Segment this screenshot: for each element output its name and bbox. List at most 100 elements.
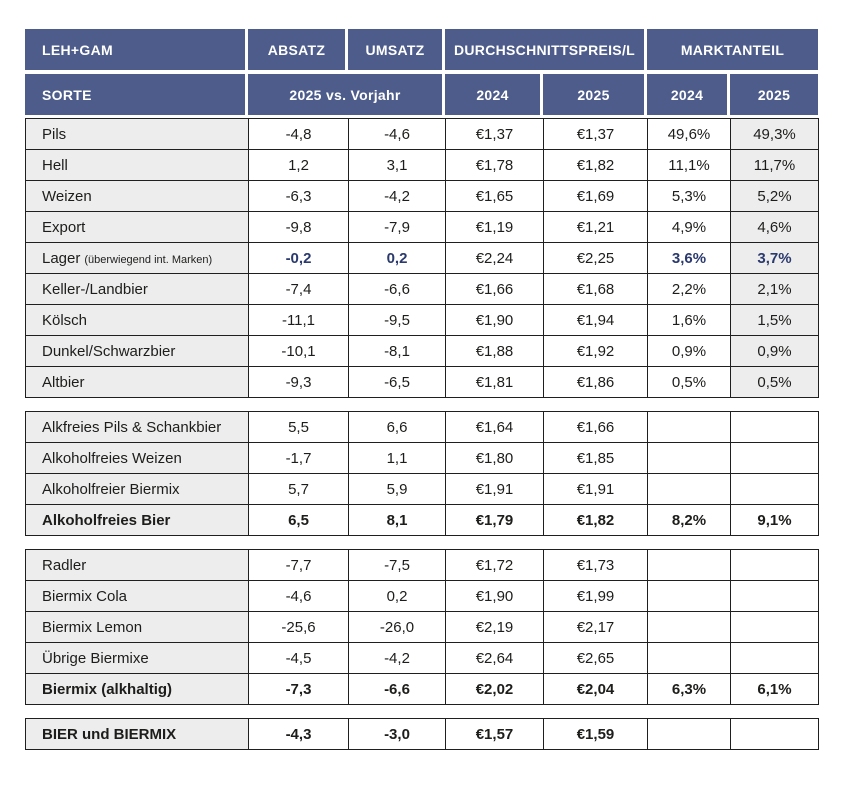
sorte-label: Alkoholfreies Bier (42, 511, 171, 529)
cell-marktanteil-2025 (730, 473, 819, 505)
cell-absatz: -10,1 (248, 335, 349, 367)
cell-preis-2025: €1,99 (543, 580, 648, 612)
header-row-2: SORTE 2025 vs. Vorjahr 2024 2025 2024 20… (25, 74, 818, 115)
table-row: Lager (überwiegend int. Marken) -0,2 0,2 €2,… (25, 242, 819, 274)
sorte-label: Kölsch (42, 311, 88, 329)
cell-marktanteil-2024: 1,6% (647, 304, 731, 336)
cell-sorte: Export (25, 211, 249, 243)
cell-marktanteil-2024: 3,6% (647, 242, 731, 274)
cell-preis-2024: €1,57 (445, 718, 544, 750)
cell-umsatz: 1,1 (348, 442, 446, 474)
cell-sorte: Alkfreies Pils & Schankbier (25, 411, 249, 443)
cell-marktanteil-2025: 1,5% (730, 304, 819, 336)
sorte-label: Weizen (42, 187, 92, 205)
data-group: Pils -4,8 -4,6 €1,37 €1,37 49,6% 49,3% Hell 1,2 3… (25, 118, 819, 398)
cell-sorte: Lager (überwiegend int. Marken) (25, 242, 249, 274)
cell-marktanteil-2025 (730, 718, 819, 750)
cell-absatz: 6,5 (248, 504, 349, 536)
cell-preis-2024: €1,79 (445, 504, 544, 536)
cell-preis-2025: €1,94 (543, 304, 648, 336)
cell-marktanteil-2025 (730, 642, 819, 674)
cell-absatz: -11,1 (248, 304, 349, 336)
cell-preis-2025: €1,66 (543, 411, 648, 443)
table-row: Export -9,8 -7,9 €1,19 €1,21 4,9% 4,6% (25, 211, 819, 243)
cell-preis-2024: €1,91 (445, 473, 544, 505)
cell-sorte: Weizen (25, 180, 249, 212)
sorte-label: Export (42, 218, 86, 236)
cell-marktanteil-2024 (647, 611, 731, 643)
sorte-label: Übrige Biermixe (42, 649, 149, 667)
cell-preis-2024: €1,19 (445, 211, 544, 243)
cell-umsatz: -7,5 (348, 549, 446, 581)
cell-sorte: Keller-/Landbier (25, 273, 249, 305)
cell-umsatz: 6,6 (348, 411, 446, 443)
cell-sorte: Pils (25, 118, 249, 150)
cell-umsatz: -26,0 (348, 611, 446, 643)
cell-preis-2024: €1,64 (445, 411, 544, 443)
header-umsatz: UMSATZ (348, 29, 442, 70)
cell-marktanteil-2024: 2,2% (647, 273, 731, 305)
table-row: Keller-/Landbier -7,4 -6,6 €1,66 €1,68 2,2% 2,… (25, 273, 819, 305)
header-leh-gam: LEH+GAM (25, 29, 245, 70)
cell-marktanteil-2024: 0,5% (647, 366, 731, 398)
sorte-label: Lager (42, 249, 81, 267)
cell-preis-2025: €1,85 (543, 442, 648, 474)
header-row-1: LEH+GAM ABSATZ UMSATZ DURCHSCHNITTSPREIS… (25, 29, 818, 70)
cell-umsatz: -7,9 (348, 211, 446, 243)
table-row: Kölsch -11,1 -9,5 €1,90 €1,94 1,6% 1,5% (25, 304, 819, 336)
cell-marktanteil-2024 (647, 473, 731, 505)
cell-absatz: -7,7 (248, 549, 349, 581)
cell-preis-2025: €1,82 (543, 149, 648, 181)
cell-umsatz: 0,2 (348, 580, 446, 612)
sorte-label: Alkoholfreies Weizen (42, 449, 182, 467)
cell-sorte: Altbier (25, 366, 249, 398)
table-row: BIER und BIERMIX -4,3 -3,0 €1,57 €1,59 (25, 718, 819, 750)
cell-preis-2025: €1,82 (543, 504, 648, 536)
cell-absatz: -7,4 (248, 273, 349, 305)
cell-marktanteil-2024 (647, 442, 731, 474)
cell-preis-2024: €1,80 (445, 442, 544, 474)
cell-marktanteil-2024 (647, 580, 731, 612)
cell-preis-2025: €1,69 (543, 180, 648, 212)
cell-preis-2025: €1,92 (543, 335, 648, 367)
cell-absatz: 5,7 (248, 473, 349, 505)
cell-marktanteil-2025 (730, 580, 819, 612)
cell-absatz: -6,3 (248, 180, 349, 212)
cell-preis-2024: €1,65 (445, 180, 544, 212)
cell-preis-2024: €1,72 (445, 549, 544, 581)
sorte-label: Biermix Lemon (42, 618, 143, 636)
cell-umsatz: 0,2 (348, 242, 446, 274)
cell-marktanteil-2024 (647, 642, 731, 674)
table-row: Alkoholfreier Biermix 5,7 5,9 €1,91 €1,91 (25, 473, 819, 505)
cell-preis-2025: €1,37 (543, 118, 648, 150)
cell-preis-2024: €2,19 (445, 611, 544, 643)
table-groups: Pils -4,8 -4,6 €1,37 €1,37 49,6% 49,3% Hell 1,2 3… (25, 118, 819, 750)
cell-preis-2025: €2,65 (543, 642, 648, 674)
cell-marktanteil-2025: 3,7% (730, 242, 819, 274)
cell-preis-2025: €2,25 (543, 242, 648, 274)
cell-marktanteil-2025 (730, 442, 819, 474)
cell-marktanteil-2025: 49,3% (730, 118, 819, 150)
table-row: Alkfreies Pils & Schankbier 5,5 6,6 €1,64 €1… (25, 411, 819, 443)
cell-sorte: Biermix Lemon (25, 611, 249, 643)
cell-marktanteil-2024: 4,9% (647, 211, 731, 243)
cell-marktanteil-2025: 4,6% (730, 211, 819, 243)
cell-marktanteil-2024: 6,3% (647, 673, 731, 705)
cell-marktanteil-2025 (730, 411, 819, 443)
cell-umsatz: -4,6 (348, 118, 446, 150)
cell-absatz: -1,7 (248, 442, 349, 474)
cell-absatz: -4,6 (248, 580, 349, 612)
sorte-label: Radler (42, 556, 87, 574)
cell-umsatz: 5,9 (348, 473, 446, 505)
table-row: Weizen -6,3 -4,2 €1,65 €1,69 5,3% 5,2% (25, 180, 819, 212)
table-row: Altbier -9,3 -6,5 €1,81 €1,86 0,5% 0,5% (25, 366, 819, 398)
cell-umsatz: -4,2 (348, 642, 446, 674)
cell-sorte: Radler (25, 549, 249, 581)
cell-preis-2025: €2,17 (543, 611, 648, 643)
cell-umsatz: -6,6 (348, 673, 446, 705)
header-sorte: SORTE (25, 74, 245, 115)
sorte-label: Dunkel/Schwarzbier (42, 342, 176, 360)
cell-marktanteil-2024: 8,2% (647, 504, 731, 536)
cell-sorte: Übrige Biermixe (25, 642, 249, 674)
cell-preis-2025: €1,68 (543, 273, 648, 305)
